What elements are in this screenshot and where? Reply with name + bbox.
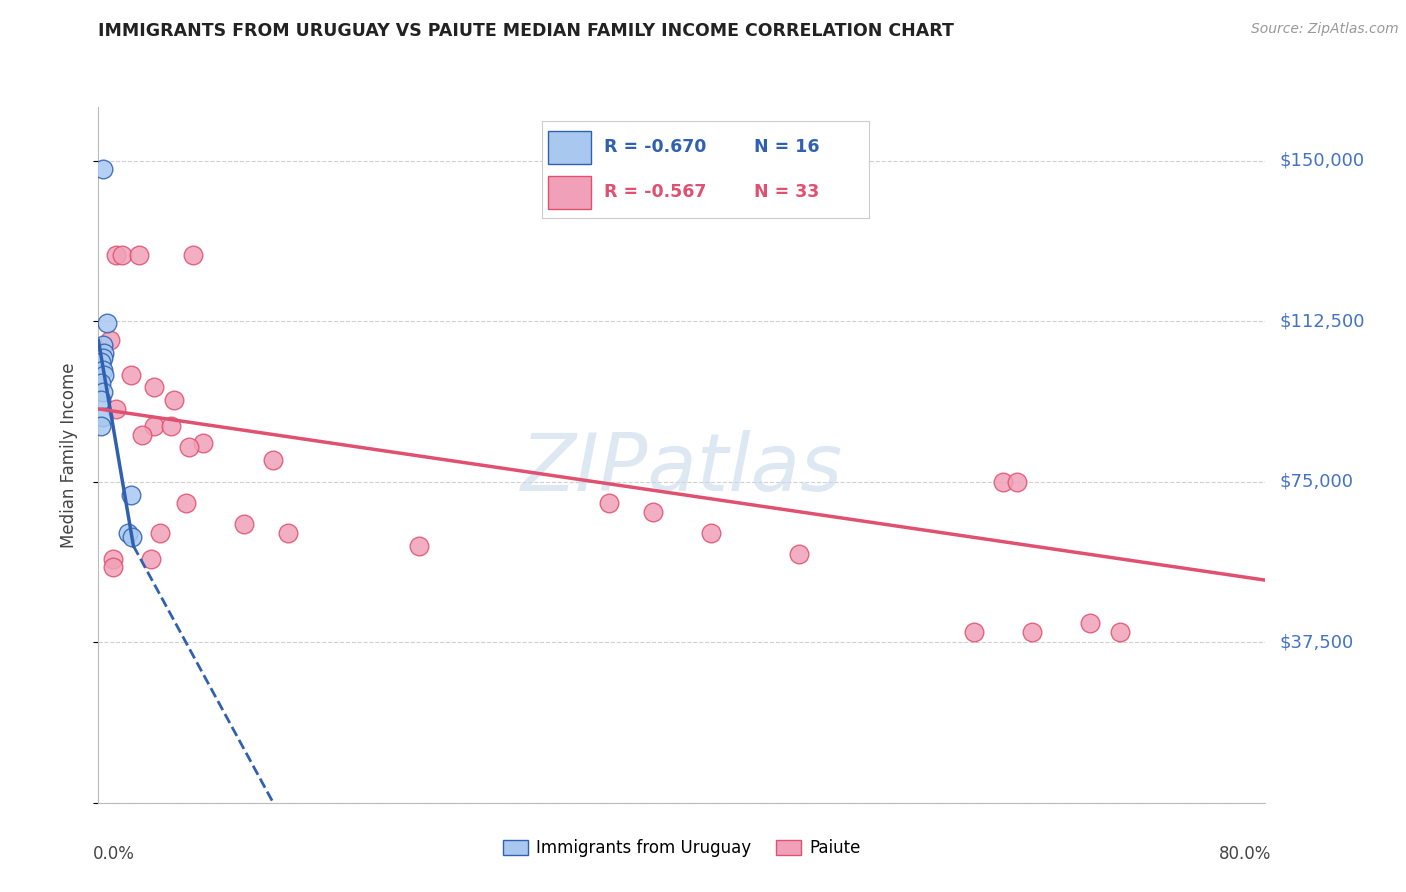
Point [991,475,1014,489]
Point [131,427,153,442]
Point [121,530,143,544]
Point [174,496,197,510]
Point [90,419,112,434]
Point [93,346,115,360]
Point [91,384,114,399]
Point [142,419,165,434]
Point [101,560,124,574]
Point [90,376,112,391]
Point [120,487,142,501]
Point [277,526,299,541]
Point [96,316,118,330]
Point [1021,624,1043,639]
Point [128,248,150,262]
Legend: Immigrants from Uruguay, Paiute: Immigrants from Uruguay, Paiute [496,833,868,864]
Text: 80.0%: 80.0% [1219,845,1271,863]
Point [142,380,165,394]
Point [91,363,114,377]
Point [120,368,142,382]
Point [233,517,256,532]
Point [193,436,215,450]
Point [101,551,124,566]
Point [262,453,284,467]
Point [91,337,114,351]
Point [149,526,172,541]
Point [90,393,112,408]
Point [104,401,127,416]
Text: Source: ZipAtlas.com: Source: ZipAtlas.com [1251,22,1399,37]
Point [90,355,112,369]
Point [787,548,810,562]
Point [962,624,984,639]
Point [98,334,121,348]
Point [1007,475,1029,489]
Point [641,505,664,519]
Point [408,539,430,553]
Point [163,393,186,408]
Point [93,368,115,382]
Text: IMMIGRANTS FROM URUGUAY VS PAIUTE MEDIAN FAMILY INCOME CORRELATION CHART: IMMIGRANTS FROM URUGUAY VS PAIUTE MEDIAN… [98,22,955,40]
Point [700,526,723,541]
Text: $112,500: $112,500 [1279,312,1365,330]
Text: ZIPatlas: ZIPatlas [520,430,844,508]
Point [598,496,620,510]
Text: $37,500: $37,500 [1279,633,1354,651]
Point [117,526,139,541]
Point [91,410,114,425]
Text: $150,000: $150,000 [1279,152,1364,169]
Text: $75,000: $75,000 [1279,473,1354,491]
Y-axis label: Median Family Income: Median Family Income [59,362,77,548]
Point [91,162,114,177]
Text: 0.0%: 0.0% [93,845,135,863]
Point [91,351,114,365]
Point [104,248,127,262]
Point [139,551,162,566]
Point [181,248,204,262]
Point [111,248,134,262]
Point [1080,615,1102,630]
Point [1108,624,1130,639]
Point [177,441,200,455]
Point [160,419,183,434]
